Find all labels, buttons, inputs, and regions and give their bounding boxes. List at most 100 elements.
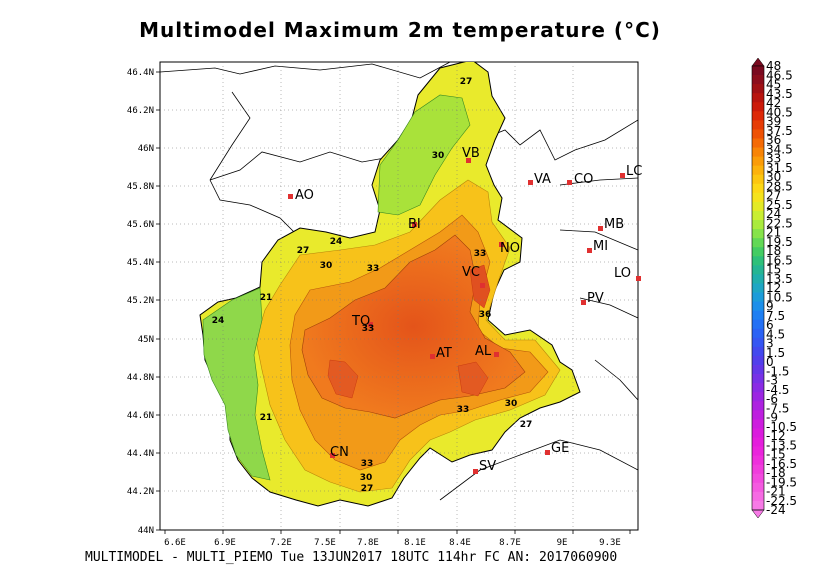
lon-tick: 9E	[557, 538, 568, 548]
colorbar-label: 19.5	[766, 235, 793, 249]
contour-label: 24	[212, 316, 225, 326]
colorbar-label: -10.5	[766, 420, 797, 434]
city-label: AT	[436, 346, 452, 361]
lat-tick: 45N	[138, 335, 154, 345]
colorbar-swatch	[752, 419, 764, 429]
colorbar-bottom-arrow	[751, 509, 765, 519]
city-label: VA	[534, 172, 551, 187]
colorbar-swatch	[752, 75, 764, 85]
band-21	[202, 287, 271, 481]
colorbar-swatch	[752, 256, 764, 266]
colorbar-swatch	[752, 66, 764, 76]
colorbar-swatch	[752, 346, 764, 357]
colorbar-swatch	[752, 491, 764, 502]
colorbar-swatch	[752, 102, 764, 112]
city-label: CN	[330, 445, 349, 460]
footer-caption: MULTIMODEL - MULTI_PIEMO Tue 13JUN2017 1…	[85, 550, 618, 565]
contour-label: 27	[361, 484, 374, 494]
city-label: CO	[574, 172, 593, 187]
colorbar-swatch	[752, 183, 764, 194]
colorbar-label: -4.5	[766, 383, 789, 397]
colorbar-swatch	[752, 111, 764, 121]
colorbar-label: 4.5	[766, 327, 785, 341]
city-label: VC	[462, 265, 480, 280]
colorbar-label: 21	[766, 226, 781, 240]
lon-tick: 7.8E	[357, 538, 379, 548]
contour-label: 33	[362, 324, 375, 334]
city-label: SV	[479, 459, 496, 474]
colorbar-label: 28.5	[766, 179, 793, 193]
city-label: TO	[351, 314, 370, 329]
colorbar-label: 36	[766, 133, 781, 147]
contour-label: 27	[460, 77, 473, 87]
colorbar-swatch	[752, 383, 764, 393]
colorbar-swatch	[752, 464, 764, 475]
colorbar-label: -22.5	[766, 494, 797, 508]
city-label: NO	[500, 241, 520, 256]
city-label: AL	[475, 344, 492, 359]
colorbar-label: 33	[766, 152, 781, 166]
colorbar-label: 0	[766, 355, 774, 369]
colorbar-swatch	[752, 365, 764, 375]
lat-tick: 44.2N	[127, 487, 154, 497]
lat-tick: 46.4N	[127, 68, 154, 78]
lat-tick: 44N	[138, 526, 154, 536]
city-labels: AO BI VB NO VC TO AT AL CN SV GE VA CO L…	[295, 146, 642, 474]
lat-tick: 46.2N	[127, 106, 154, 116]
colorbar-label: 37.5	[766, 124, 793, 138]
colorbar-label: 34.5	[766, 142, 793, 156]
colorbar-swatch	[752, 84, 764, 94]
colorbar-label: 31.5	[766, 161, 793, 175]
city-label: PV	[587, 291, 604, 306]
colorbar-swatch	[752, 328, 764, 339]
contour-label: 30	[320, 261, 333, 271]
colorbar-swatch	[752, 410, 764, 420]
colorbar-label: -9	[766, 411, 778, 425]
colorbar-swatch	[752, 473, 764, 484]
colorbar-label: -6	[766, 392, 778, 406]
colorbar-label: -24	[766, 503, 786, 517]
colorbar-swatch	[752, 310, 764, 321]
colorbar-label: 1.5	[766, 346, 785, 360]
colorbar: 4846.54543.54240.53937.53634.53331.53028…	[751, 57, 797, 519]
contour-label: 30	[360, 473, 373, 483]
lat-tick: 45.2N	[127, 296, 154, 306]
band-north-green	[377, 94, 471, 216]
colorbar-label: 25.5	[766, 198, 793, 212]
lat-tick: 46N	[138, 144, 154, 154]
colorbar-swatch	[752, 174, 764, 185]
colorbar-label: 18	[766, 244, 781, 258]
lon-tick: 8.1E	[404, 538, 426, 548]
colorbar-swatch	[752, 283, 764, 293]
colorbar-label: 22.5	[766, 216, 793, 230]
lat-tick: 45.4N	[127, 258, 154, 268]
contour-label: 33	[474, 249, 487, 259]
colorbar-swatch	[752, 238, 764, 248]
colorbar-swatch	[752, 120, 764, 130]
contour-label: 30	[505, 399, 518, 409]
contour-label: 27	[520, 420, 533, 430]
colorbar-swatch	[752, 428, 764, 438]
lon-tick: 6.6E	[164, 538, 186, 548]
colorbar-swatch	[752, 138, 764, 148]
city-label: BI	[408, 217, 421, 232]
city-label: AO	[295, 188, 314, 203]
contour-label: 21	[260, 293, 273, 303]
contour-label: 21	[260, 413, 273, 423]
colorbar-swatch	[752, 500, 764, 511]
colorbar-swatch	[752, 274, 764, 284]
lon-tick: 8.7E	[499, 538, 521, 548]
colorbar-swatch	[752, 455, 764, 466]
colorbar-label: -1.5	[766, 364, 789, 378]
colorbar-label: 46.5	[766, 68, 793, 82]
colorbar-swatch	[752, 165, 764, 176]
contour-labels: 27 30 24 27 30 33 21 24 33 33 36 21 33 3…	[212, 77, 533, 494]
colorbar-label: 27	[766, 189, 781, 203]
lat-tick: 45.8N	[127, 182, 154, 192]
colorbar-label: -16.5	[766, 457, 797, 471]
colorbar-swatch	[752, 156, 764, 167]
colorbar-label: 45	[766, 78, 781, 92]
colorbar-label: 39	[766, 115, 781, 129]
map-title: Multimodel Maximum 2m temperature (°C)	[139, 18, 661, 42]
